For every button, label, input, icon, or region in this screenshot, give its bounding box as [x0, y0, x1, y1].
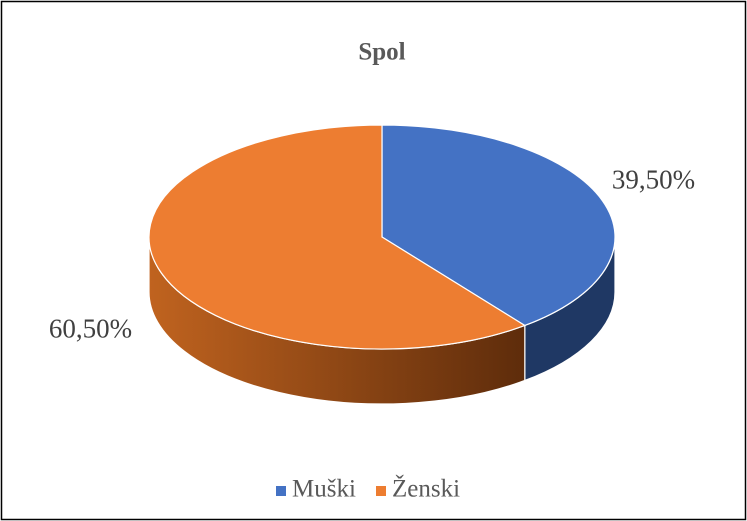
chart-title: Spol	[358, 39, 405, 66]
legend-swatch	[276, 486, 286, 496]
data-label: 39,50%	[612, 165, 695, 195]
pie-slice	[381, 124, 616, 327]
pie-slice	[148, 124, 527, 350]
legend-label: Muški	[292, 476, 356, 503]
legend-label: Ženski	[392, 475, 460, 503]
legend-swatch	[376, 486, 386, 496]
data-label: 60,50%	[49, 314, 132, 344]
